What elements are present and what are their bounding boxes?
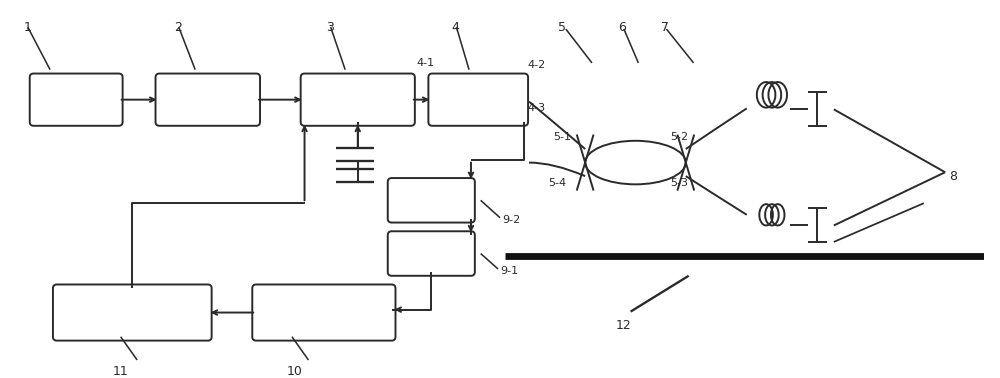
Text: 8: 8 (949, 170, 957, 183)
FancyBboxPatch shape (388, 231, 475, 276)
Text: 5-4: 5-4 (548, 178, 567, 188)
Text: 5: 5 (558, 21, 566, 34)
FancyBboxPatch shape (428, 74, 528, 126)
Text: 4: 4 (452, 21, 459, 34)
Text: 9-2: 9-2 (502, 215, 520, 225)
FancyBboxPatch shape (388, 178, 475, 223)
Text: 10: 10 (287, 365, 303, 378)
Text: 11: 11 (113, 365, 129, 378)
Text: 6: 6 (618, 21, 626, 34)
Text: 5-1: 5-1 (553, 132, 571, 142)
Text: 9-1: 9-1 (500, 266, 518, 276)
FancyBboxPatch shape (53, 285, 212, 341)
FancyBboxPatch shape (156, 74, 260, 126)
Text: 5-3: 5-3 (670, 178, 688, 188)
Text: 4-2: 4-2 (527, 60, 545, 70)
FancyBboxPatch shape (301, 74, 415, 126)
FancyBboxPatch shape (252, 285, 395, 341)
Text: 5-2: 5-2 (670, 132, 688, 142)
Text: 2: 2 (174, 21, 182, 34)
Text: 4-1: 4-1 (417, 58, 435, 68)
Ellipse shape (585, 141, 686, 184)
Text: 12: 12 (616, 319, 632, 332)
Text: 1: 1 (24, 21, 32, 34)
Text: 3: 3 (326, 21, 334, 34)
Text: 4-3: 4-3 (527, 103, 545, 113)
Text: 7: 7 (661, 21, 669, 34)
FancyBboxPatch shape (30, 74, 123, 126)
